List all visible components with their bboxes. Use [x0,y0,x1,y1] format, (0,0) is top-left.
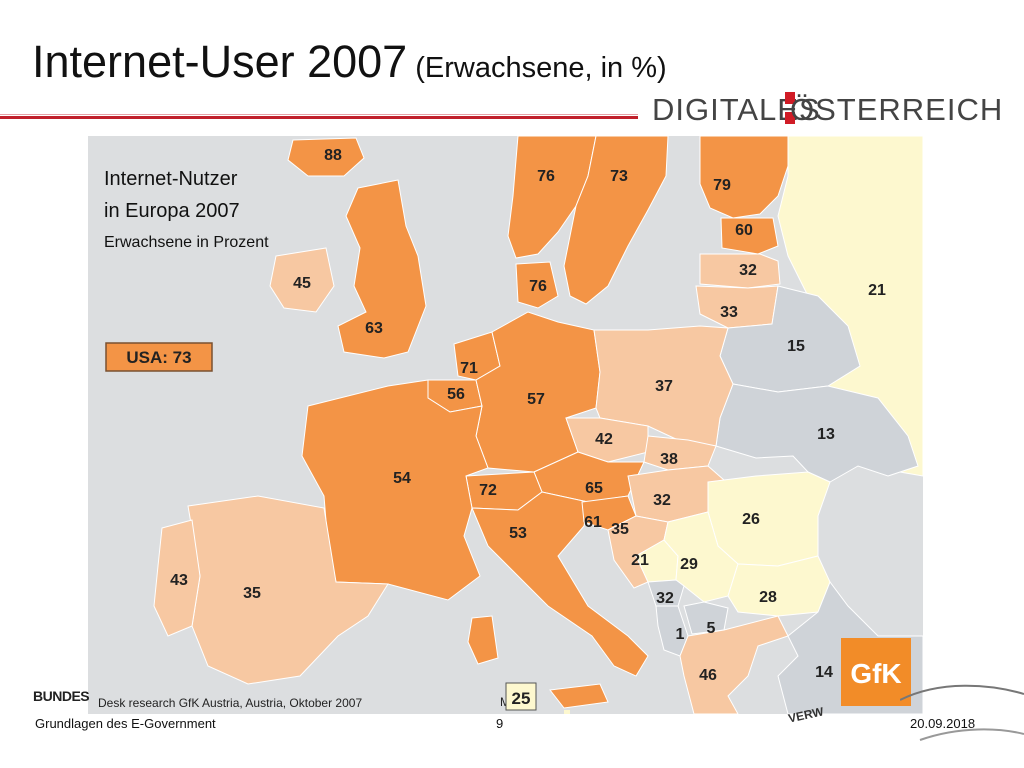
country-finland-shape [699,136,789,219]
label-lithuania: 33 [720,304,738,321]
island-sicily-shape [549,683,609,709]
label-italy: 53 [509,525,527,542]
logo-red-square-top [785,92,795,104]
label-ireland: 45 [293,275,311,292]
country-ukraine-shape [715,383,919,483]
label-germany: 57 [527,391,545,408]
label-belarus: 15 [787,338,805,355]
label-france: 54 [393,470,411,487]
label-portugal: 43 [170,572,188,589]
label-netherlands: 71 [460,360,478,377]
footer-page-number: 9 [496,716,504,731]
label-serbia: 29 [680,556,698,573]
label-hungary: 32 [653,492,671,509]
country-macedonia-shape [683,601,729,635]
label-denmark: 76 [529,278,547,295]
country-denmark-shape [515,261,559,309]
malta-box [505,682,537,711]
top-strip [0,0,1024,4]
label-sweden: 73 [610,168,628,185]
logo-text-right: ÖSTERREICH [790,92,1004,127]
label-norway: 76 [537,168,555,185]
label-albania: 1 [676,626,685,643]
label-poland: 37 [655,378,673,395]
country-uk-shape [337,179,427,359]
slide-title-main: Internet-User 2007 [32,36,408,87]
decorative-swoosh [900,684,1024,741]
footer-date: 20.09.2018 [910,716,976,731]
slide-title-sub: (Erwachsene, in %) [415,52,667,84]
label-croatia: 35 [611,521,629,538]
map-title-line1: Internet-Nutzer [104,168,238,190]
country-poland-shape [593,325,734,447]
country-latvia-shape [699,253,781,289]
usa-box [105,342,213,372]
label-spain: 35 [243,585,261,602]
label-uk: 63 [365,320,383,337]
country-montenegro-shape [647,579,685,607]
title-rule [0,116,638,119]
label-turkey: 14 [815,664,833,681]
country-iceland-shape [287,137,365,177]
label-czech: 42 [595,431,613,448]
label-bulgaria: 28 [759,589,777,606]
label-switzerland: 72 [479,482,497,499]
label-ukraine: 13 [817,426,835,443]
slide-title: Internet-User 2007 (Erwachsene, in %) [32,36,667,88]
label-slovenia: 61 [584,514,602,531]
country-estonia-shape [720,217,779,255]
country-romania-shape [707,471,831,567]
label-estonia: 60 [735,222,753,239]
usa-label: USA: 73 [126,348,191,367]
label-latvia: 32 [739,262,757,279]
map-title-line2: in Europa 2007 [104,200,240,222]
label-slovakia: 38 [660,451,678,468]
europe-map: Internet-Nutzer in Europa 2007 Erwachsen… [88,136,923,714]
country-ireland-shape [269,247,335,313]
country-malta-shape [564,710,570,714]
map-source: Desk research GfK Austria, Austria, Okto… [98,696,362,710]
label-finland: 79 [713,177,731,194]
malta-value: 25 [512,689,531,708]
country-sweden-shape [563,136,669,305]
map-subtitle: Erwachsene in Prozent [104,234,269,251]
country-portugal-shape [153,519,201,637]
label-iceland: 88 [324,147,342,164]
country-italy-shape [471,491,649,677]
label-montenegro: 32 [656,590,674,607]
label-bosnia: 21 [631,552,649,569]
footer-course-title: Grundlagen des E-Government [35,716,216,731]
bundes-fragment: BUNDES [33,688,90,704]
label-macedonia: 5 [707,620,716,637]
logo-red-square-bottom [785,112,795,124]
gfk-logo [841,638,911,706]
label-austria: 65 [585,480,603,497]
label-greece: 46 [699,667,717,684]
title-rule-shadow [0,114,638,115]
label-romania: 26 [742,511,760,528]
digitales-oesterreich-logo: DIGITALES ÖSTERREICH [652,90,1002,130]
label-russia: 21 [868,282,886,299]
label-belgium: 56 [447,386,465,403]
country-greece-shape [679,615,789,714]
island-sardinia-shape [467,615,499,665]
gfk-logo-text: GfK [850,658,901,689]
